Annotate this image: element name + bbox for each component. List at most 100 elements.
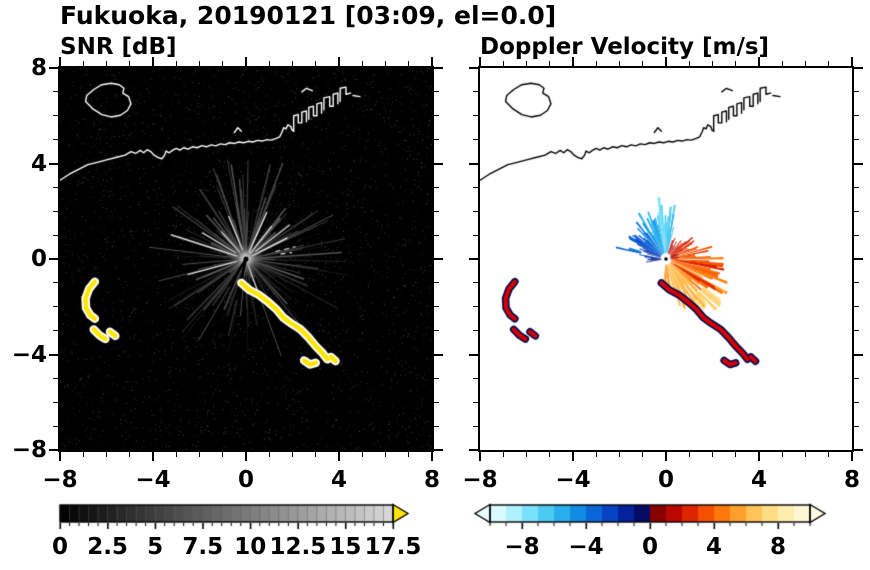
doppler-plot-frame [478, 66, 854, 452]
colorbar-tick-label: 17.5 [364, 534, 422, 560]
tick-mark [53, 401, 58, 403]
x-tick-label: 8 [423, 467, 440, 493]
tick-mark [549, 61, 551, 66]
tick-mark [268, 452, 270, 457]
tick-mark [781, 452, 783, 457]
tick-mark [473, 115, 478, 117]
tick-mark [479, 452, 481, 461]
tick-mark [245, 57, 247, 66]
tick-mark [619, 452, 620, 457]
tick-mark [361, 61, 363, 66]
colorbar-tick-label: 0 [51, 534, 68, 560]
tick-mark [434, 306, 439, 308]
tick-mark [199, 61, 200, 66]
tick-mark [572, 452, 574, 461]
tick-mark [473, 91, 478, 93]
tick-mark [854, 330, 859, 332]
tick-mark [473, 282, 478, 284]
tick-mark [434, 330, 439, 332]
colorbar-tick-label: 0 [641, 534, 658, 560]
tick-mark [385, 61, 386, 66]
tick-mark [735, 452, 737, 457]
tick-mark [665, 452, 667, 461]
tick-mark [526, 452, 527, 457]
tick-mark [473, 186, 478, 188]
tick-mark [758, 57, 760, 66]
tick-mark [49, 162, 58, 165]
tick-mark [434, 91, 439, 93]
colorbar-tick-label: 4 [705, 534, 722, 560]
tick-mark [712, 61, 713, 66]
tick-mark [473, 401, 478, 403]
x-tick-label: 4 [750, 467, 767, 493]
tick-mark [854, 67, 863, 69]
tick-mark [595, 61, 597, 66]
tick-mark [473, 234, 478, 236]
y-tick-label: 8 [30, 55, 47, 81]
tick-mark [53, 330, 58, 332]
tick-mark [222, 61, 224, 66]
tick-mark [315, 452, 317, 457]
tick-mark [526, 61, 527, 66]
tick-mark [473, 425, 478, 427]
tick-mark [49, 258, 58, 260]
tick-mark [49, 449, 58, 451]
y-tick-label: 0 [30, 246, 47, 272]
tick-mark [688, 61, 690, 66]
tick-mark [502, 61, 504, 66]
tick-mark [59, 452, 61, 461]
tick-mark [854, 139, 859, 141]
snr-plot-frame [58, 66, 434, 452]
tick-mark [572, 57, 574, 66]
tick-mark [469, 258, 478, 260]
tick-mark [152, 57, 154, 66]
tick-mark [642, 452, 644, 457]
tick-mark [199, 452, 200, 457]
tick-mark [245, 452, 247, 461]
colorbar-tick-label: −8 [504, 534, 540, 560]
x-tick-label: −4 [555, 467, 591, 493]
tick-mark [473, 139, 478, 141]
tick-mark [292, 452, 293, 457]
tick-mark [712, 452, 713, 457]
tick-mark [82, 452, 84, 457]
tick-mark [473, 306, 478, 308]
doppler-radar-canvas [480, 68, 852, 450]
figure-title: Fukuoka, 20190121 [03:09, el=0.0] [60, 1, 557, 30]
tick-mark [434, 353, 443, 356]
tick-mark [315, 61, 317, 66]
tick-mark [758, 452, 760, 461]
tick-mark [434, 449, 443, 451]
tick-mark [408, 452, 410, 457]
tick-mark [53, 186, 58, 188]
tick-mark [854, 115, 859, 117]
tick-mark [59, 57, 61, 66]
tick-mark [385, 452, 386, 457]
tick-mark [222, 452, 224, 457]
tick-mark [595, 452, 597, 457]
tick-mark [473, 377, 478, 379]
colorbar-tick-label: 12.5 [269, 534, 327, 560]
x-tick-label: −8 [42, 467, 78, 493]
tick-mark [619, 61, 620, 66]
tick-mark [469, 353, 478, 356]
tick-mark [735, 61, 737, 66]
colorbar-tick-label: −4 [568, 534, 604, 560]
tick-mark [53, 306, 58, 308]
colorbar-tick-label: 7.5 [182, 534, 224, 560]
snr-radar-canvas [60, 68, 432, 450]
tick-mark [53, 210, 58, 212]
tick-mark [434, 401, 439, 403]
tick-mark [129, 452, 131, 457]
colorbar-tick-label: 2.5 [87, 534, 128, 560]
tick-mark [175, 452, 177, 457]
tick-mark [854, 425, 859, 427]
tick-mark [82, 61, 84, 66]
x-tick-label: −4 [135, 467, 171, 493]
tick-mark [53, 139, 58, 141]
tick-mark [49, 353, 58, 356]
x-tick-label: 0 [657, 467, 674, 493]
x-tick-label: 8 [843, 467, 860, 493]
tick-mark [361, 452, 363, 457]
